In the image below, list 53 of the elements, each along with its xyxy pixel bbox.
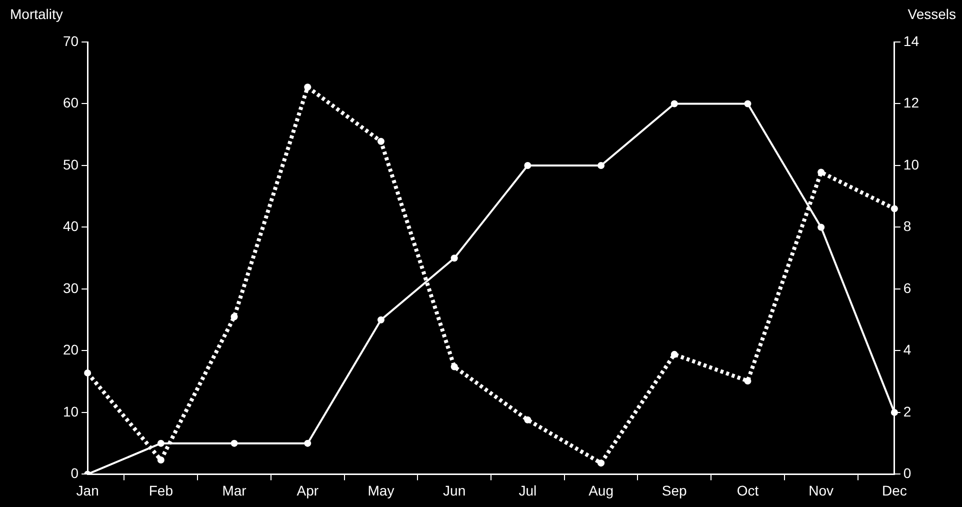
y2-tick-label: 8 bbox=[903, 218, 912, 234]
point bbox=[524, 162, 532, 169]
x-tick-label: Jul bbox=[518, 482, 537, 498]
point bbox=[230, 313, 238, 320]
point bbox=[304, 440, 312, 447]
x-tick-label: Feb bbox=[148, 482, 174, 498]
y-tick-label: 70 bbox=[62, 32, 79, 49]
point bbox=[670, 100, 678, 108]
point bbox=[230, 440, 238, 447]
y-tick-label: 20 bbox=[62, 342, 79, 358]
y-tick-label: 30 bbox=[62, 280, 79, 296]
y2-axis-title: Vessels bbox=[908, 6, 956, 22]
y-tick-label: 50 bbox=[62, 156, 79, 172]
x-tick-label: May bbox=[368, 482, 394, 498]
point bbox=[890, 408, 898, 416]
point bbox=[890, 205, 898, 212]
point bbox=[377, 138, 384, 145]
y2-tick-label: 14 bbox=[903, 32, 920, 49]
y-tick-label: 0 bbox=[70, 465, 79, 482]
y-tick-label: 60 bbox=[62, 94, 79, 111]
point bbox=[744, 377, 752, 384]
x-tick-label: Apr bbox=[296, 482, 319, 498]
y2-tick-label: 0 bbox=[903, 465, 912, 482]
point bbox=[524, 416, 532, 424]
point bbox=[818, 224, 825, 231]
y2-tick-label: 10 bbox=[903, 156, 920, 172]
x-tick-label: Aug bbox=[588, 482, 614, 498]
point bbox=[377, 316, 384, 324]
point bbox=[304, 84, 312, 91]
y-tick-label: 40 bbox=[62, 218, 79, 234]
y2-tick-label: 12 bbox=[903, 94, 920, 111]
point bbox=[818, 168, 825, 176]
point bbox=[670, 350, 678, 358]
point bbox=[450, 254, 458, 262]
y-tick-label: 10 bbox=[62, 403, 79, 420]
point bbox=[598, 162, 605, 169]
x-tick-label: Nov bbox=[808, 482, 834, 498]
point bbox=[598, 460, 605, 467]
x-tick-label: Dec bbox=[882, 482, 907, 498]
point bbox=[744, 100, 752, 108]
x-tick-label: Mar bbox=[222, 482, 247, 498]
y2-tick-label: 2 bbox=[903, 403, 912, 420]
point bbox=[450, 363, 458, 370]
y2-tick-label: 6 bbox=[903, 280, 912, 296]
point bbox=[84, 369, 92, 376]
point bbox=[157, 440, 164, 447]
x-tick-label: Jun bbox=[443, 482, 466, 498]
x-tick-label: Sep bbox=[662, 482, 688, 498]
x-tick-label: Oct bbox=[736, 482, 759, 498]
point bbox=[157, 456, 164, 464]
y-axis-title: Mortality bbox=[10, 6, 63, 22]
y2-tick-label: 4 bbox=[903, 342, 912, 358]
x-tick-label: Jan bbox=[76, 482, 99, 498]
